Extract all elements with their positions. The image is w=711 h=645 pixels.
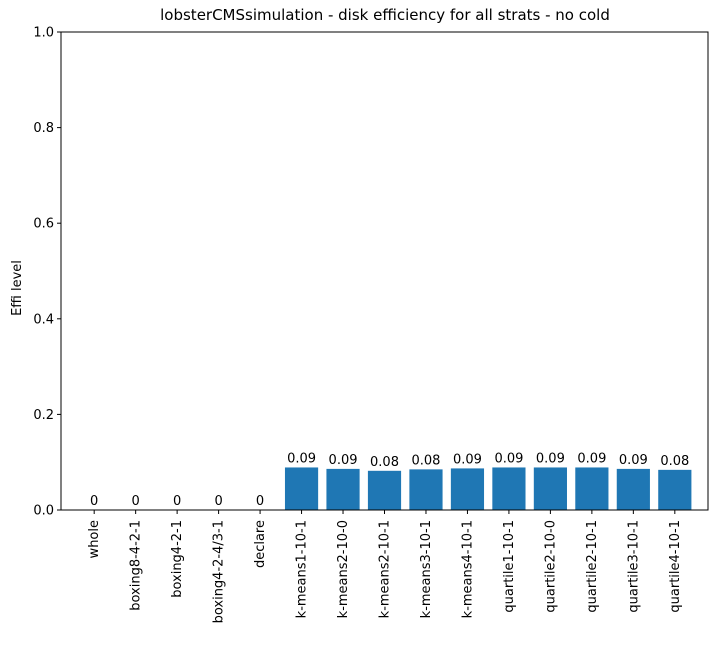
x-tick-label-boxing4-2-4/3-1: boxing4-2-4/3-1 bbox=[212, 520, 227, 623]
bar-k-means1-10-1 bbox=[284, 467, 319, 510]
x-tick-label-k-means2-10-0: k-means2-10-0 bbox=[336, 520, 351, 618]
y-axis-label: Effi level bbox=[10, 260, 25, 316]
x-tick-label-quartile2-10-1: quartile2-10-1 bbox=[585, 520, 600, 613]
data-label-quartile2-10-0: 0.09 bbox=[536, 451, 565, 466]
chart-title: lobsterCMSsimulation - disk efficiency f… bbox=[160, 6, 610, 24]
data-label-quartile1-10-1: 0.09 bbox=[494, 451, 523, 466]
x-tick-label-boxing8-4-2-1: boxing8-4-2-1 bbox=[129, 520, 144, 611]
x-tick-label-quartile2-10-0: quartile2-10-0 bbox=[543, 520, 558, 613]
bar-quartile4-10-1 bbox=[658, 469, 692, 510]
x-tick-label-k-means4-10-1: k-means4-10-1 bbox=[460, 520, 475, 618]
x-tick-label-declare: declare bbox=[253, 520, 268, 568]
data-label-quartile4-10-1: 0.08 bbox=[660, 454, 689, 469]
data-labels-group: 0 0 0 0 0 0.09 0.09 0.08 0.08 0.09 0.09 0.09 0.09 0.0… bbox=[90, 451, 689, 509]
data-label-k-means2-10-1: 0.08 bbox=[370, 455, 399, 470]
y-tick-label: 0.8 bbox=[33, 121, 54, 136]
y-ticks-group: 0.0 0.2 0.4 0.6 0.8 1.0 bbox=[33, 26, 61, 519]
y-tick-label: 0.0 bbox=[33, 504, 54, 519]
x-tick-label-whole: whole bbox=[87, 520, 102, 558]
data-label-k-means3-10-1: 0.08 bbox=[411, 453, 440, 468]
data-label-boxing8-4-2-1: 0 bbox=[132, 494, 140, 509]
bar-k-means4-10-1 bbox=[450, 468, 485, 510]
data-label-whole: 0 bbox=[90, 494, 98, 509]
bar-quartile2-10-1 bbox=[575, 467, 609, 510]
data-label-k-means4-10-1: 0.09 bbox=[453, 452, 482, 467]
bars-group bbox=[284, 467, 692, 510]
data-label-k-means1-10-1: 0.09 bbox=[287, 451, 316, 466]
x-tick-label-k-means2-10-1: k-means2-10-1 bbox=[378, 520, 393, 618]
plot-frame bbox=[60, 31, 709, 511]
x-tick-label-quartile3-10-1: quartile3-10-1 bbox=[626, 520, 641, 613]
data-label-declare: 0 bbox=[256, 494, 264, 509]
x-ticks-group: whole boxing8-4-2-1 boxing4-2-1 boxing4-2-4… bbox=[87, 510, 683, 623]
x-tick-label-boxing4-2-1: boxing4-2-1 bbox=[170, 520, 185, 598]
bar-quartile3-10-1 bbox=[616, 468, 650, 510]
data-label-quartile3-10-1: 0.09 bbox=[619, 453, 648, 468]
data-label-boxing4-2-4/3-1: 0 bbox=[214, 494, 222, 509]
y-tick-label: 0.6 bbox=[33, 217, 54, 232]
y-tick-label: 0.2 bbox=[33, 408, 54, 423]
bar-k-means2-10-0 bbox=[326, 468, 360, 510]
data-label-k-means2-10-0: 0.09 bbox=[329, 453, 358, 468]
data-label-quartile2-10-1: 0.09 bbox=[577, 451, 606, 466]
bar-k-means3-10-1 bbox=[409, 469, 443, 510]
y-tick-label: 0.4 bbox=[33, 312, 54, 327]
x-tick-label-k-means1-10-1: k-means1-10-1 bbox=[295, 520, 310, 618]
bar-k-means2-10-1 bbox=[367, 470, 402, 510]
bar-quartile1-10-1 bbox=[492, 467, 526, 510]
bar-quartile2-10-0 bbox=[533, 467, 567, 510]
x-tick-label-quartile4-10-1: quartile4-10-1 bbox=[668, 520, 683, 613]
x-tick-label-k-means3-10-1: k-means3-10-1 bbox=[419, 520, 434, 618]
data-label-boxing4-2-1: 0 bbox=[173, 494, 181, 509]
x-tick-label-quartile1-10-1: quartile1-10-1 bbox=[502, 520, 517, 613]
y-tick-label: 1.0 bbox=[33, 26, 54, 41]
